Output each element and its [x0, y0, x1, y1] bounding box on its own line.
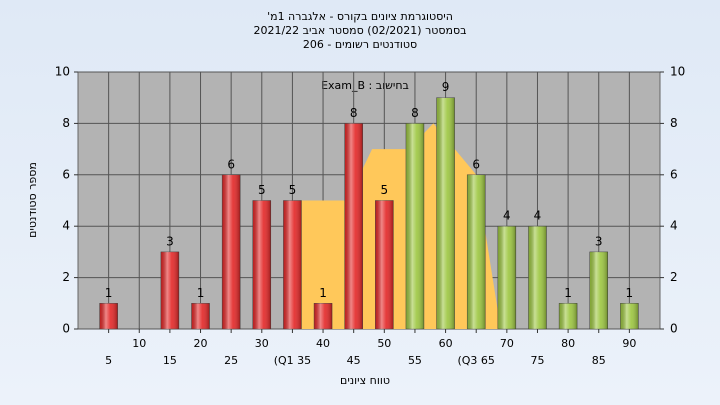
bar-shine	[497, 226, 516, 329]
bar-shine	[344, 123, 363, 330]
x-tick-label: 45	[347, 354, 361, 367]
x-tick-label: 5	[105, 354, 112, 367]
bar-shine	[620, 303, 639, 329]
bar-shine	[405, 123, 424, 330]
y-tick-label: 0	[62, 322, 70, 336]
chart-subtitle: בסמסטר (02/2021) סמסטר אביב 2021/22	[253, 24, 466, 37]
x-tick-label: 55	[408, 354, 422, 367]
bar-shine	[467, 174, 486, 329]
y2-tick-label: 0	[670, 322, 678, 336]
x-tick-label: 50	[377, 337, 391, 350]
y-tick-label: 10	[55, 65, 70, 79]
data-label: 1	[564, 286, 572, 300]
x-tick-label: (Q3 65	[457, 354, 494, 367]
bar-shine	[283, 200, 302, 329]
chart-subtitle: סטודנטים רשומים - 206	[303, 38, 417, 51]
bar-shine	[222, 174, 241, 329]
y-axis-label: מספר סטודנטים	[26, 162, 39, 238]
data-label: 5	[289, 183, 297, 197]
data-label: 1	[197, 286, 205, 300]
bar-shine	[559, 303, 578, 329]
data-label: 1	[105, 286, 113, 300]
y-tick-label: 2	[62, 270, 70, 284]
bar-shine	[314, 303, 333, 329]
x-tick-label: 30	[255, 337, 269, 350]
data-label: 3	[166, 234, 174, 248]
x-tick-label: 70	[500, 337, 514, 350]
y-tick-label: 4	[62, 219, 70, 233]
y-tick-label: 8	[62, 116, 70, 130]
bar-shine	[436, 97, 455, 329]
data-label: 3	[595, 234, 603, 248]
data-label: 8	[411, 106, 419, 120]
bar-shine	[99, 303, 118, 329]
y2-tick-label: 2	[670, 270, 678, 284]
x-tick-label: 15	[163, 354, 177, 367]
x-tick-label: 25	[224, 354, 238, 367]
data-label: 5	[380, 183, 388, 197]
x-tick-label: 75	[530, 354, 544, 367]
data-label: 1	[319, 286, 327, 300]
data-label: 4	[534, 209, 542, 223]
data-label: 5	[258, 183, 266, 197]
bar-shine	[252, 200, 271, 329]
y2-tick-label: 10	[670, 65, 685, 79]
data-label: 4	[503, 209, 511, 223]
x-tick-label: (Q1 35	[274, 354, 311, 367]
bar-shine	[589, 251, 608, 329]
data-label: 9	[442, 80, 450, 94]
data-label: 8	[350, 106, 358, 120]
x-tick-label: 10	[132, 337, 146, 350]
bar-shine	[191, 303, 210, 329]
x-tick-label: 60	[439, 337, 453, 350]
x-tick-label: 90	[622, 337, 636, 350]
x-tick-label: 80	[561, 337, 575, 350]
bar-shine	[160, 251, 179, 329]
y2-tick-label: 6	[670, 167, 678, 181]
y-tick-label: 6	[62, 167, 70, 181]
y2-tick-label: 4	[670, 219, 678, 233]
data-label: 6	[227, 157, 235, 171]
annotation: בחישוב : Exam_B	[321, 79, 409, 92]
x-axis-label: טווח ציונים	[340, 374, 390, 387]
x-tick-label: 40	[316, 337, 330, 350]
bar-shine	[528, 226, 547, 329]
bar-shine	[375, 200, 394, 329]
data-label: 6	[472, 157, 480, 171]
y2-tick-label: 8	[670, 116, 678, 130]
chart-title: היסטוגרמת ציונים בקורס - אלגברה 1מ'	[267, 10, 453, 23]
data-label: 1	[626, 286, 634, 300]
x-tick-label: 20	[194, 337, 208, 350]
x-tick-label: 85	[592, 354, 606, 367]
